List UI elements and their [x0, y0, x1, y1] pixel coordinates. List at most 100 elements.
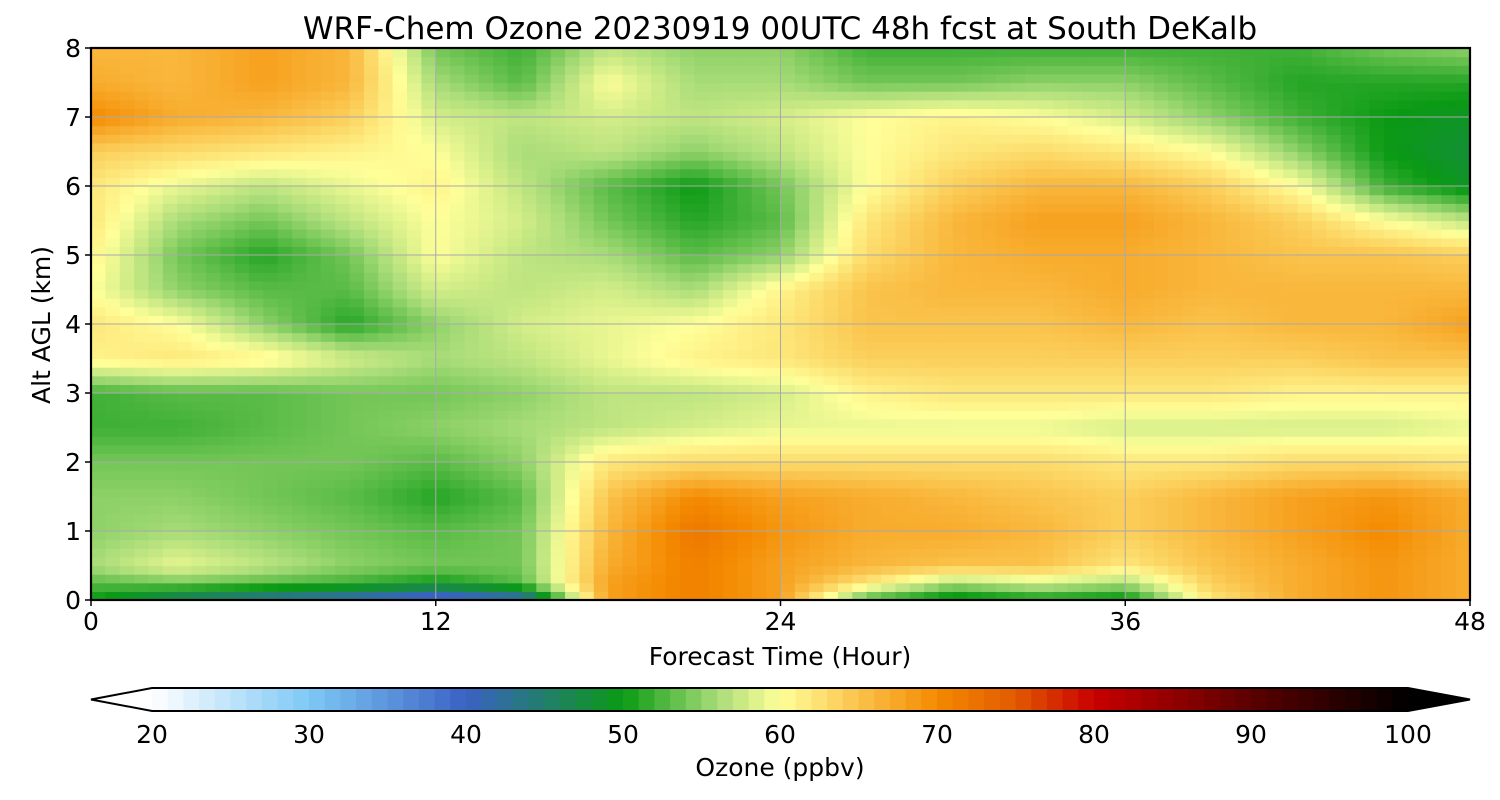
heatmap-cell	[263, 591, 279, 601]
heatmap-cell	[895, 375, 911, 385]
heatmap-cell	[766, 151, 782, 161]
heatmap-cell	[1254, 513, 1270, 523]
heatmap-cell	[1426, 531, 1442, 541]
heatmap-cell	[1426, 513, 1442, 523]
heatmap-cell	[1326, 358, 1342, 368]
heatmap-cell	[493, 375, 509, 385]
heatmap-cell	[450, 565, 466, 575]
heatmap-cell	[205, 324, 221, 334]
heatmap-cell	[1455, 393, 1471, 403]
heatmap-cell	[909, 272, 925, 282]
heatmap-cell	[1268, 487, 1284, 498]
heatmap-cell	[507, 393, 523, 403]
heatmap-cell	[1182, 168, 1198, 178]
heatmap-cell	[177, 565, 193, 575]
heatmap-cell	[220, 375, 236, 385]
heatmap-cell	[407, 574, 422, 584]
heatmap-cell	[651, 306, 667, 316]
heatmap-cell	[148, 211, 164, 222]
heatmap-cell	[119, 229, 135, 239]
heatmap-cell	[1039, 237, 1055, 247]
heatmap-cell	[579, 384, 595, 394]
heatmap-cell	[651, 237, 667, 247]
heatmap-cell	[435, 418, 451, 429]
heatmap-cell	[837, 470, 853, 480]
heatmap-cell	[622, 556, 638, 567]
heatmap-cell	[1426, 315, 1442, 325]
heatmap-cell	[866, 211, 882, 222]
heatmap-cell	[794, 220, 810, 230]
heatmap-cell	[550, 393, 566, 403]
heatmap-cell	[177, 393, 193, 403]
heatmap-cell	[191, 349, 207, 360]
heatmap-cell	[1110, 151, 1126, 161]
heatmap-cell	[694, 453, 710, 463]
heatmap-cell	[881, 280, 897, 291]
heatmap-cell	[895, 315, 911, 325]
heatmap-cell	[421, 367, 437, 377]
heatmap-cell	[105, 556, 121, 567]
heatmap-cell	[1340, 229, 1356, 239]
heatmap-cell	[809, 410, 825, 420]
heatmap-cell	[1240, 505, 1256, 515]
heatmap-cell	[119, 418, 135, 429]
heatmap-cell	[1182, 591, 1198, 601]
heatmap-cell	[1039, 349, 1055, 360]
heatmap-cell	[565, 186, 580, 196]
heatmap-cell	[1455, 574, 1471, 584]
heatmap-cell	[105, 427, 121, 437]
heatmap-cell	[191, 211, 207, 222]
heatmap-cell	[162, 427, 178, 437]
heatmap-cell	[378, 160, 394, 170]
heatmap-cell	[148, 384, 164, 394]
heatmap-cell	[723, 444, 738, 454]
heatmap-cell	[249, 203, 264, 213]
heatmap-cell	[1240, 539, 1256, 549]
heatmap-cell	[1211, 255, 1227, 265]
heatmap-cell	[593, 384, 609, 394]
heatmap-cell	[507, 255, 523, 265]
heatmap-cell	[1039, 522, 1055, 532]
heatmap-cell	[737, 462, 753, 472]
heatmap-cell	[249, 168, 264, 178]
heatmap-cell	[723, 505, 738, 515]
heatmap-cell	[1412, 186, 1428, 196]
heatmap-cell	[579, 341, 595, 351]
heatmap-cell	[881, 556, 897, 567]
heatmap-cell	[1082, 298, 1098, 308]
heatmap-cell	[1412, 229, 1428, 239]
heatmap-cell	[1153, 418, 1169, 429]
heatmap-cell	[105, 186, 121, 196]
heatmap-cell	[119, 306, 135, 316]
heatmap-cell	[1297, 582, 1313, 592]
heatmap-cell	[924, 246, 940, 256]
heatmap-cell	[1412, 548, 1428, 558]
heatmap-cell	[464, 462, 480, 472]
heatmap-cell	[967, 462, 983, 472]
heatmap-cell	[421, 531, 437, 541]
heatmap-cell	[378, 229, 394, 239]
heatmap-cell	[1010, 496, 1026, 506]
heatmap-cell	[177, 341, 193, 351]
heatmap-cell	[1010, 582, 1026, 592]
heatmap-cell	[1039, 229, 1055, 239]
heatmap-cell	[651, 384, 667, 394]
heatmap-cell	[1254, 410, 1270, 420]
heatmap-cell	[794, 462, 810, 472]
heatmap-cell	[1340, 462, 1356, 472]
heatmap-cell	[1311, 479, 1327, 489]
heatmap-cell	[1297, 470, 1313, 480]
heatmap-cell	[565, 289, 580, 299]
heatmap-cell	[938, 496, 954, 506]
heatmap-cell	[895, 418, 911, 429]
heatmap-cell	[1326, 539, 1342, 549]
heatmap-cell	[1024, 237, 1040, 247]
heatmap-cell	[967, 565, 983, 575]
heatmap-cell	[909, 505, 925, 515]
heatmap-cell	[249, 375, 264, 385]
heatmap-cell	[363, 427, 379, 437]
heatmap-cell	[837, 496, 853, 506]
heatmap-cell	[1240, 470, 1256, 480]
heatmap-cell	[1067, 548, 1083, 558]
heatmap-cell	[335, 479, 351, 489]
